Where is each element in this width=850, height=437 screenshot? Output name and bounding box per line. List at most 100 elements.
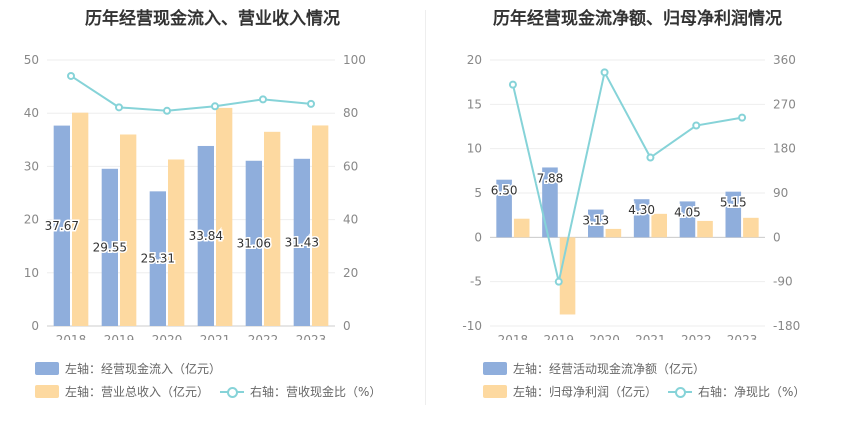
legend-item[interactable]: 左轴：营业总收入（亿元）: [35, 383, 209, 400]
y-tick-label-left: 5: [474, 186, 482, 200]
ratio-point: [600, 68, 609, 77]
bar-primary: [101, 168, 118, 326]
x-tick-label: 2021: [635, 333, 666, 340]
chart-panel-right: 历年经营现金流净额、归母净利润情况 -10 -180 -5 -90 0 0 5 90 10 180…: [425, 0, 850, 437]
y-tick-label-right: 270: [773, 97, 796, 111]
chart-panel-left: 历年经营现金流入、营业收入情况 0 0 10 20 20 40 30 60 40 80 50 100 2…: [24, 9, 382, 400]
bar-primary: [197, 145, 214, 326]
data-label: 37.67: [45, 219, 79, 233]
bar-secondary: [559, 237, 576, 315]
bar-primary: [293, 158, 310, 326]
legend-swatch: [35, 362, 59, 375]
data-label: 31.43: [285, 235, 319, 249]
bar-primary: [725, 191, 742, 238]
ratio-point: [163, 106, 171, 115]
bar-secondary: [651, 213, 667, 238]
legend-label: 左轴：营业总收入（亿元）: [65, 385, 210, 399]
ratio-point: [211, 102, 219, 111]
bar-secondary: [264, 131, 281, 326]
y-tick-label-left: 10: [24, 266, 39, 280]
y-tick-label-left: 20: [24, 213, 39, 227]
bar-primary: [149, 191, 166, 326]
y-tick-label-left: 50: [24, 53, 39, 67]
y-tick-label-right: 80: [343, 106, 358, 120]
x-tick-label: 2020: [589, 333, 620, 340]
data-label: 7.88: [537, 171, 564, 185]
data-label: 31.06: [237, 236, 271, 250]
x-tick-label: 2023: [727, 333, 758, 340]
y-tick-label-right: 360: [773, 53, 796, 67]
legend-label: 左轴：经营现金流入（亿元）: [65, 362, 222, 376]
ratio-point: [508, 80, 517, 89]
ratio-line: [511, 69, 743, 282]
data-label: 29.55: [93, 240, 127, 254]
bar-secondary: [120, 134, 137, 326]
legend-item[interactable]: 右轴：净现比（%）: [668, 383, 805, 400]
y-tick-label-left: 10: [467, 142, 482, 156]
ratio-point: [646, 153, 655, 162]
y-tick-label-right: 40: [343, 213, 358, 227]
data-label: 4.05: [674, 205, 701, 219]
x-tick-label: 2019: [104, 333, 135, 340]
data-label: 5.15: [720, 196, 747, 210]
bar-primary: [679, 201, 696, 238]
bar-secondary: [513, 218, 530, 238]
y-tick-label-left: 0: [31, 319, 39, 333]
bar-secondary: [312, 125, 329, 326]
data-label: 4.30: [628, 203, 655, 217]
x-tick-label: 2021: [200, 333, 231, 340]
legend-item[interactable]: 左轴：经营现金流入（亿元）: [35, 360, 221, 377]
y-tick-label-right: 0: [773, 230, 781, 244]
legend-swatch: [483, 385, 507, 398]
y-tick-label-right: 20: [343, 266, 358, 280]
y-tick-label-right: -90: [773, 275, 793, 289]
y-tick-label-left: 0: [474, 230, 482, 244]
legend-label: 右轴：营收现金比（%）: [250, 385, 382, 399]
ratio-point: [692, 121, 701, 130]
x-tick-label: 2019: [543, 333, 574, 340]
y-tick-label-left: -5: [470, 275, 482, 289]
ratio-point: [259, 95, 267, 104]
bar-secondary: [72, 112, 89, 326]
legend-item[interactable]: 左轴：归母净利润（亿元）: [483, 383, 657, 400]
panel-divider: [425, 10, 426, 405]
y-tick-label-right: 0: [343, 319, 351, 333]
y-tick-label-left: 20: [467, 53, 482, 67]
ratio-line: [70, 75, 312, 112]
y-tick-label-right: 100: [343, 53, 366, 67]
legend-line-swatch: [668, 385, 692, 399]
y-tick-label-left: 15: [467, 97, 482, 111]
legend-line-swatch: [220, 385, 244, 399]
bar-primary: [588, 209, 604, 238]
y-tick-label-right: 180: [773, 142, 796, 156]
ratio-point: [67, 71, 75, 80]
legend-swatch: [35, 385, 59, 398]
x-tick-label: 2022: [248, 333, 279, 340]
chart-title-right: 历年经营现金流净额、归母净利润情况: [493, 9, 782, 29]
legend-item[interactable]: 左轴：经营活动现金流净额（亿元）: [483, 360, 705, 377]
legend-item[interactable]: 右轴：营收现金比（%）: [220, 383, 381, 400]
x-tick-label: 2023: [296, 333, 327, 340]
x-tick-label: 2018: [56, 333, 87, 340]
legend-swatch: [483, 362, 507, 375]
legend-label: 左轴：经营活动现金流净额（亿元）: [513, 362, 706, 376]
legend-label: 左轴：归母净利润（亿元）: [513, 385, 658, 399]
ratio-point: [115, 103, 123, 112]
x-tick-label: 2020: [152, 333, 183, 340]
ratio-point: [554, 277, 563, 286]
y-tick-label-left: 30: [24, 159, 39, 173]
bar-primary: [245, 160, 262, 326]
bar-secondary: [168, 159, 185, 326]
data-label: 6.50: [491, 184, 518, 198]
legend-label: 右轴：净现比（%）: [698, 385, 806, 399]
bar-secondary: [743, 217, 759, 238]
ratio-point: [738, 113, 747, 122]
y-tick-label-right: -180: [773, 319, 800, 333]
data-label: 25.31: [141, 252, 175, 266]
bar-primary: [53, 125, 70, 326]
bar-secondary: [605, 228, 622, 238]
y-tick-label-right: 60: [343, 159, 358, 173]
y-tick-label-right: 90: [773, 186, 788, 200]
bar-primary: [633, 199, 650, 238]
